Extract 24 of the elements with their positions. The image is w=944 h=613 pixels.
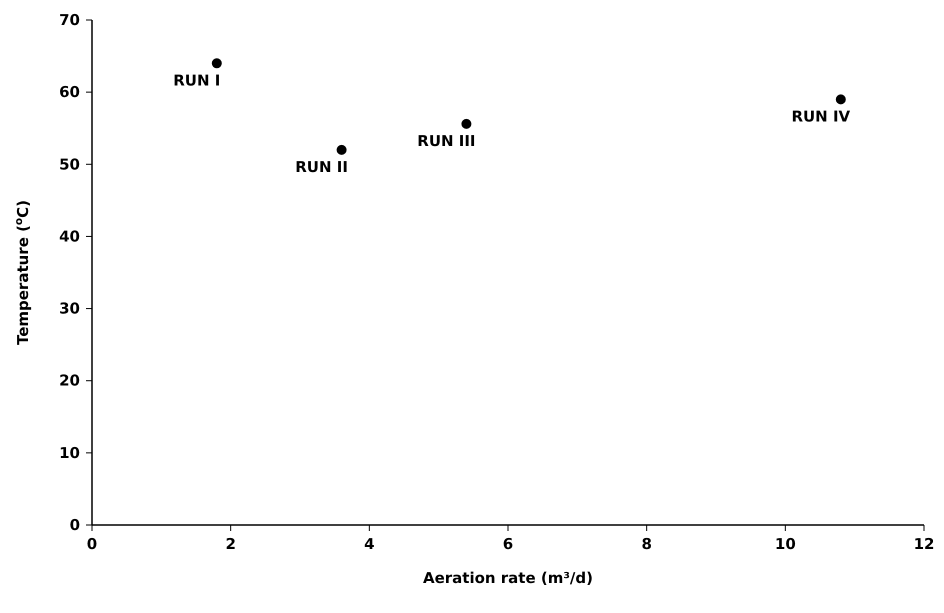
point [212, 58, 222, 68]
y-tick-label: 50 [59, 155, 80, 174]
x-tick-label: 2 [225, 535, 236, 553]
annotation: RUN IV [791, 107, 851, 126]
x-tick-label: 12 [914, 535, 934, 553]
x-axis-title: Aeration rate (m³/d) [422, 569, 594, 587]
y-tick-label: 60 [59, 83, 80, 102]
annotation: RUN I [173, 71, 220, 90]
x-tick-label: 6 [502, 535, 514, 553]
y-tick-label: 0 [70, 516, 80, 534]
point [836, 94, 846, 104]
x-tick-label: 10 [774, 535, 796, 553]
y-tick-label: 10 [59, 444, 80, 462]
y-tick-label: 40 [59, 227, 80, 246]
y-tick-label: 30 [59, 300, 80, 318]
x-tick-label: 0 [86, 535, 98, 553]
point [336, 144, 347, 155]
annotation: RUN II [295, 158, 348, 176]
x-tick-label: 4 [364, 535, 375, 553]
point [461, 118, 472, 129]
x-tick-label: 8 [641, 535, 652, 553]
y-tick-label: 70 [59, 11, 80, 29]
y-tick-label: 20 [59, 372, 80, 390]
annotation: RUN III [417, 132, 476, 150]
